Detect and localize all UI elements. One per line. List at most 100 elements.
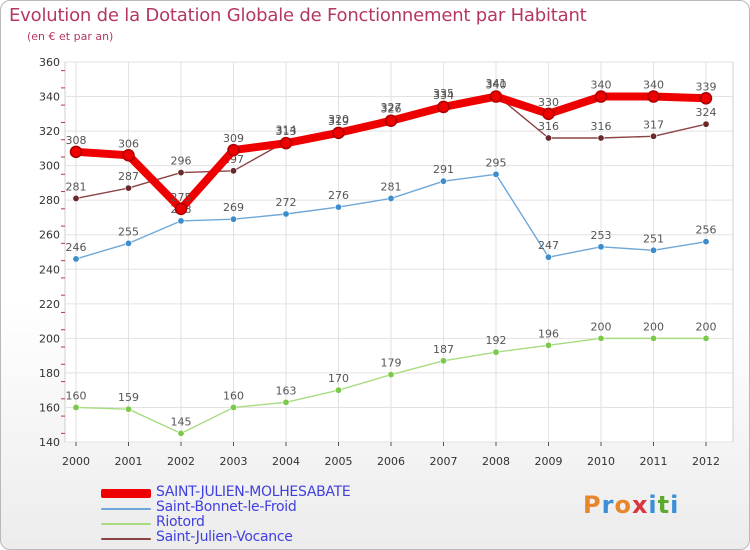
data-point: [282, 210, 290, 218]
data-label: 251: [643, 232, 664, 245]
data-point: [439, 357, 447, 365]
data-label: 275: [171, 191, 192, 204]
logo-letter: i: [670, 491, 680, 519]
data-point: [594, 90, 608, 103]
legend-item: SAINT-JULIEN-MOLHESABATE: [101, 484, 401, 501]
data-point: [125, 239, 133, 247]
legend-label: SAINT-JULIEN-MOLHESABATE: [156, 484, 351, 500]
data-label: 281: [66, 180, 87, 193]
y-tick-label: 360: [39, 56, 60, 69]
data-label: 246: [66, 241, 87, 254]
data-point: [177, 169, 185, 177]
data-label: 269: [223, 201, 244, 214]
data-label: 335: [433, 87, 454, 100]
y-tick-label: 220: [39, 298, 60, 311]
legend-label: Saint-Julien-Vocance: [156, 529, 293, 545]
data-point: [230, 215, 238, 223]
legend-swatch: [101, 523, 151, 525]
data-label: 255: [118, 225, 139, 238]
data-label: 308: [66, 134, 87, 147]
proxiti-logo: Proxiti: [583, 491, 679, 519]
data-label: 340: [591, 79, 612, 92]
data-label: 306: [118, 137, 139, 150]
data-point: [125, 184, 133, 192]
data-point: [489, 90, 503, 103]
chart-title: Evolution de la Dotation Globale de Fonc…: [9, 5, 587, 26]
data-point: [334, 203, 342, 211]
y-tick-label: 180: [39, 367, 60, 380]
data-point: [699, 92, 713, 105]
data-point: [72, 403, 80, 411]
data-point: [282, 398, 290, 406]
data-point: [230, 403, 238, 411]
data-label: 296: [171, 155, 192, 168]
logo-letter: x: [631, 491, 649, 519]
data-label: 330: [538, 96, 559, 109]
legend-swatch: [101, 508, 151, 510]
legend-item: Saint-Julien-Vocance: [101, 529, 401, 546]
data-point: [387, 371, 395, 379]
data-point: [542, 107, 555, 121]
legend-item: Saint-Bonnet-le-Froid: [101, 499, 401, 516]
data-label: 187: [433, 343, 454, 356]
data-label: 334: [433, 89, 454, 102]
series-saint-julien-molhesabate: 308 306 275 309 313 319 326 334 340 330 340 340 339: [66, 79, 717, 216]
data-point: [437, 100, 450, 114]
data-point: [544, 253, 552, 261]
data-label: 247: [538, 239, 559, 252]
data-label: 192: [486, 334, 507, 347]
x-tick-label: 2008: [482, 455, 510, 468]
y-tick-label: 160: [39, 401, 60, 414]
data-label: 281: [381, 180, 402, 193]
x-tick-label: 2009: [535, 455, 563, 468]
data-label: 291: [433, 163, 454, 176]
logo-letter: i: [648, 491, 658, 519]
data-point: [649, 246, 657, 254]
data-point: [384, 114, 398, 127]
data-label: 170: [328, 372, 349, 385]
data-point: [177, 429, 185, 437]
data-point: [597, 243, 605, 251]
data-point: [492, 348, 500, 356]
data-label: 163: [276, 384, 297, 397]
x-tick-label: 2000: [62, 455, 90, 468]
data-point: [125, 405, 133, 413]
legend-swatch: [101, 489, 151, 498]
data-label: 253: [591, 229, 612, 242]
data-label: 313: [276, 125, 297, 138]
data-label: 287: [118, 170, 139, 183]
data-label: 340: [486, 79, 507, 92]
data-label: 327: [381, 101, 402, 114]
data-point: [544, 341, 552, 349]
data-label: 160: [223, 389, 244, 402]
data-point: [649, 132, 657, 140]
data-point: [387, 194, 395, 202]
data-point: [439, 177, 447, 185]
data-label: 309: [223, 132, 244, 145]
x-tick-label: 2011: [640, 455, 668, 468]
data-point: [647, 90, 660, 103]
data-point: [174, 202, 188, 216]
data-point: [492, 170, 500, 178]
y-tick-label: 200: [39, 332, 60, 345]
data-label: 317: [643, 118, 664, 131]
legend-label: Saint-Bonnet-le-Froid: [156, 499, 297, 515]
logo-letter: P: [583, 491, 602, 519]
legend-label: Riotord: [156, 514, 205, 530]
data-point: [72, 255, 80, 263]
data-label: 272: [276, 196, 297, 209]
chart-legend: SAINT-JULIEN-MOLHESABATE Saint-Bonnet-le-…: [101, 484, 401, 546]
x-tick-label: 2002: [167, 455, 195, 468]
data-label: 316: [591, 120, 612, 133]
data-label: 319: [328, 115, 349, 128]
data-point: [227, 143, 240, 157]
data-label: 145: [171, 415, 192, 428]
data-label: 339: [696, 80, 717, 93]
data-label: 159: [118, 391, 139, 404]
series-saint-bonnet-le-froid: 246255268269272276281291295247253251256: [66, 156, 717, 263]
data-point: [334, 386, 342, 394]
logo-letter: r: [601, 491, 615, 519]
data-point: [122, 149, 135, 162]
